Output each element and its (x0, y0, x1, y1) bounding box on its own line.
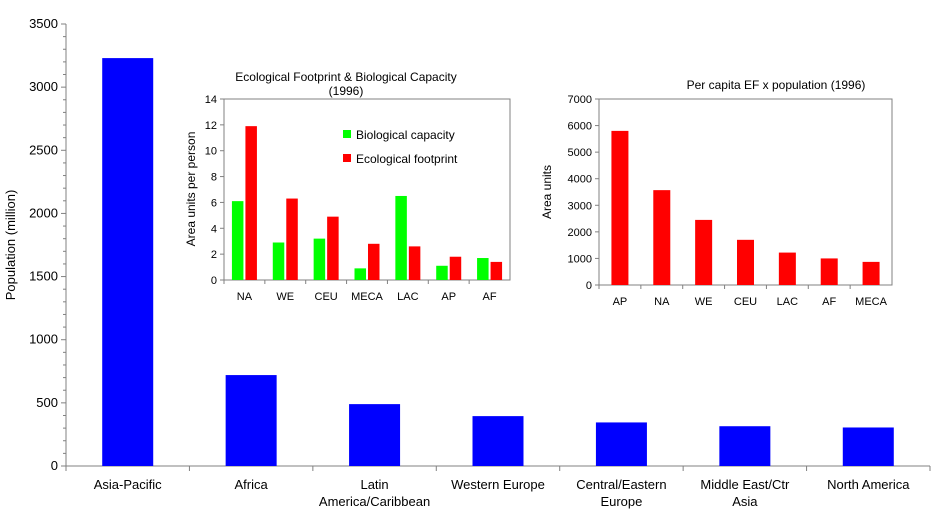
legend-label-ecological-footprint: Ecological footprint (356, 152, 458, 166)
main-bar-latin-america-caribbean (349, 404, 401, 466)
main-bar-africa (225, 375, 277, 466)
inset1-bar-af-biocapacity (477, 258, 489, 280)
inset2-y-tick-label: 4000 (568, 174, 592, 186)
inset2-x-tick-label: AP (613, 296, 628, 308)
main-y-tick-label: 2500 (29, 142, 58, 157)
inset1-title-line2: (1996) (329, 84, 364, 98)
inset1-y-tick-label: 8 (211, 172, 217, 184)
main-x-tick-label: Asia (732, 494, 758, 509)
inset1-x-tick-label: AF (483, 291, 497, 303)
inset2-x-tick-label: LAC (777, 296, 798, 308)
inset1-y-tick-label: 6 (211, 197, 217, 209)
inset2-bar-we (695, 219, 713, 285)
inset1-x-tick-label: WE (276, 291, 294, 303)
inset1-bar-ceu-footprint (327, 216, 339, 280)
main-x-tick-label: Asia-Pacific (94, 477, 162, 492)
inset2-y-tick-label: 1000 (568, 253, 592, 265)
inset2-y-tick-label: 7000 (568, 94, 592, 106)
inset1-y-tick-label: 14 (205, 94, 217, 106)
main-y-tick-label: 500 (36, 395, 58, 410)
main-population-chart: Population (million) 0500100015002000250… (3, 16, 931, 509)
main-x-tick-label: Africa (235, 477, 269, 492)
inset2-bar-ceu (737, 239, 754, 285)
inset1-bar-na-footprint (245, 126, 257, 281)
inset1-bar-na-biocapacity (231, 201, 244, 280)
inset1-bar-we-biocapacity (272, 242, 285, 280)
inset2-x-tick-label: WE (695, 296, 713, 308)
main-x-tick-label: Western Europe (451, 477, 545, 492)
inset1-plot-frame (223, 98, 511, 281)
main-x-tick-label: Central/Eastern (576, 477, 666, 492)
inset1-y-axis-label: Area units per person (184, 132, 198, 247)
main-x-tick-label: Middle East/Ctr (700, 477, 790, 492)
inset1-x-tick-label: MECA (351, 291, 383, 303)
inset-footprint-capacity-chart: Ecological Footprint & Biological Capaci… (184, 70, 511, 303)
inset2-y-tick-label: 0 (586, 280, 592, 292)
inset1-bar-ap-footprint (449, 256, 462, 280)
inset2-y-tick-label: 2000 (568, 227, 592, 239)
inset2-y-axis-label: Area units (540, 165, 554, 219)
inset2-bar-na (653, 190, 671, 285)
inset1-x-tick-label: LAC (397, 291, 418, 303)
inset2-x-tick-label: AF (822, 296, 836, 308)
inset1-bar-we-footprint (286, 198, 298, 280)
main-y-tick-label: 2000 (29, 205, 58, 220)
inset1-bar-lac-footprint (408, 246, 421, 280)
main-bar-north-america (842, 427, 894, 466)
inset2-x-tick-label: MECA (855, 296, 887, 308)
legend-swatch-biological-capacity (343, 130, 351, 138)
main-x-tick-label: Europe (600, 494, 642, 509)
inset2-bar-ap (611, 130, 629, 285)
main-y-tick-label: 1000 (29, 332, 58, 347)
inset2-x-tick-label: NA (654, 296, 670, 308)
main-x-tick-label: Latin (360, 477, 388, 492)
inset1-legend: Biological capacity Ecological footprint (343, 128, 458, 166)
inset1-y-tick-label: 12 (205, 120, 217, 132)
main-bar-middle-east-ctr-asia (719, 426, 771, 466)
inset1-y-tick-label: 2 (211, 249, 217, 261)
main-y-tick-label: 0 (51, 458, 58, 473)
legend-label-biological-capacity: Biological capacity (356, 128, 455, 142)
inset1-bar-meca-footprint (368, 243, 380, 280)
inset1-x-tick-label: AP (441, 291, 456, 303)
inset2-bar-meca (862, 261, 880, 285)
main-bar-western-europe (472, 416, 524, 466)
inset2-title: Per capita EF x population (1996) (687, 78, 866, 92)
inset2-x-tick-label: CEU (734, 296, 757, 308)
inset1-bar-af-footprint (490, 261, 503, 280)
main-y-tick-label: 3000 (29, 79, 58, 94)
inset1-bar-meca-biocapacity (354, 268, 366, 280)
inset1-x-tick-label: NA (237, 291, 253, 303)
main-y-axis-label: Population (million) (3, 190, 18, 301)
legend-swatch-ecological-footprint (343, 154, 351, 162)
main-bar-asia-pacific (102, 58, 154, 467)
inset1-title-line1: Ecological Footprint & Biological Capaci… (235, 70, 456, 84)
inset1-y-tick-label: 0 (211, 275, 217, 287)
inset2-bar-lac (778, 252, 796, 285)
inset1-x-tick-label: CEU (315, 291, 338, 303)
inset1-y-tick-label: 4 (211, 223, 217, 235)
inset2-y-tick-label: 5000 (568, 147, 592, 159)
inset1-bar-ceu-biocapacity (313, 238, 326, 280)
inset2-y-tick-label: 6000 (568, 121, 592, 133)
inset1-bar-lac-biocapacity (395, 195, 407, 280)
inset1-y-tick-label: 10 (205, 146, 217, 158)
main-y-tick-label: 3500 (29, 16, 58, 31)
main-x-tick-label: North America (827, 477, 910, 492)
inset2-y-tick-label: 3000 (568, 200, 592, 212)
inset2-bar-af (820, 258, 838, 285)
main-x-tick-label: America/Caribbean (319, 494, 430, 509)
inset-per-capita-chart: Per capita EF x population (1996) Area u… (540, 78, 893, 308)
main-y-tick-label: 1500 (29, 269, 58, 284)
inset1-bar-ap-biocapacity (436, 265, 448, 280)
main-bar-central-eastern-europe (595, 422, 647, 466)
